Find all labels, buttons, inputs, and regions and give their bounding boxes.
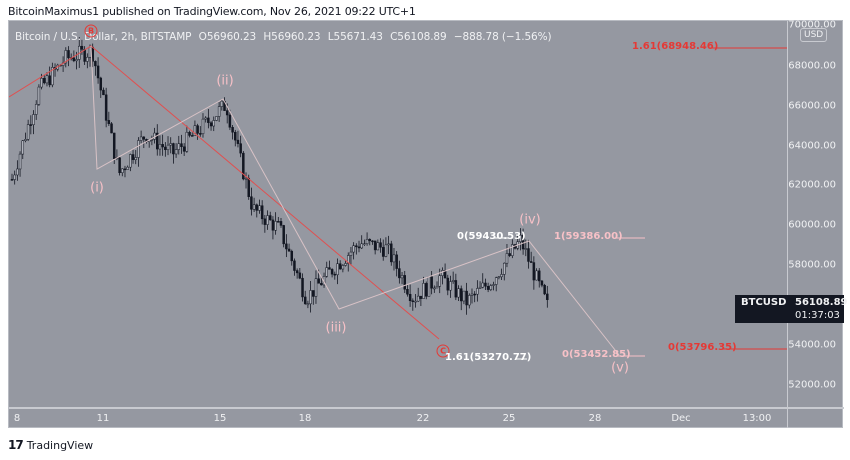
axis-corner [787,407,844,428]
x-tick: 22 [416,413,430,424]
wave-c-marker: C [436,344,450,358]
symbol-legend: Bitcoin / U.S. Dollar, 2h, BITSTAMP O569… [15,31,555,43]
fib-label-0-proj: 0(53452.85) [562,349,631,360]
y-tick: 66000.00 [788,100,836,112]
fib-label-161-high: 1.61(68948.46) [632,41,719,52]
wave-b-marker: B [84,24,98,38]
bar-countdown: 01:37:03 [795,310,840,321]
y-tick: 54000.00 [788,339,836,351]
x-tick: 8 [13,413,21,424]
candles-svg [9,37,787,360]
fib-label-0-iv: 0(59430.53) [457,231,526,242]
wave-iv-label: (iv) [519,212,541,228]
y-tick: 62000.00 [788,179,836,191]
y-tick: 52000.00 [788,379,836,391]
fib-label-161-low: 1.61(53270.77) [445,352,532,363]
x-tick: 13:00 [742,413,772,424]
y-tick: 70000.00 [788,19,836,31]
legend-close: C56108.89 [390,31,447,43]
impulse-wave-line [90,45,620,356]
legend-open: O56960.23 [198,31,257,43]
y-tick: 60000.00 [788,219,836,231]
footer-brand[interactable]: 17 TradingView [8,438,93,452]
time-axis[interactable]: 8 11 15 18 22 25 28 Dec 13:00 [9,407,787,428]
fib-label-1-proj: 1(59386.00) [554,231,623,242]
y-tick: 68000.00 [788,60,836,72]
x-tick: 18 [298,413,312,424]
last-price-value: 56108.89 [795,297,848,308]
x-tick: 15 [213,413,227,424]
y-tick: 64000.00 [788,140,836,152]
currency-badge[interactable]: USD [800,28,828,42]
x-tick: Dec [671,413,691,424]
abc-wave-line [9,45,440,340]
wave-i-label: (i) [90,180,104,196]
price-candles [10,37,549,315]
y-tick: 58000.00 [788,259,836,271]
legend-high: H56960.23 [263,31,321,43]
x-tick: 11 [96,413,110,424]
legend-low: L55671.43 [327,31,383,43]
publisher-line: BitcoinMaximus1 published on TradingView… [8,5,416,18]
legend-symbol: Bitcoin / U.S. Dollar, 2h, BITSTAMP [15,31,192,43]
last-price-symbol: BTCUSD [741,297,787,308]
x-tick: 25 [502,413,516,424]
last-price-label: BTCUSD 56108.89 01:37:03 [735,295,848,323]
legend-change: −888.78 (−1.56%) [453,31,552,43]
wave-ii-label: (ii) [216,73,234,89]
chart-frame: Bitcoin / U.S. Dollar, 2h, BITSTAMP O569… [8,19,848,428]
footer-brand-name: TradingView [26,438,94,452]
x-tick: 28 [588,413,602,424]
wave-v-label: (v) [611,360,629,376]
wave-iii-label: (iii) [325,320,347,336]
chart-plot-area[interactable]: Bitcoin / U.S. Dollar, 2h, BITSTAMP O569… [9,21,787,407]
fib-label-0-red: 0(53796.35) [668,342,737,353]
tradingview-logo-icon: 17 [8,438,24,452]
price-axis[interactable]: 70000.00 USD 68000.00 66000.00 64000.00 … [787,19,844,407]
